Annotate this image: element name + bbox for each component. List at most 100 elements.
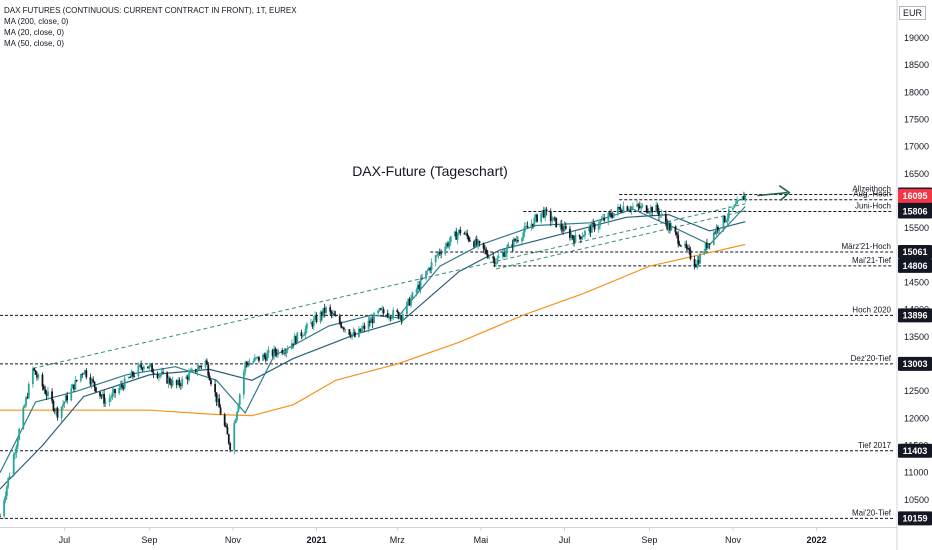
x-tick-label: Mai — [474, 535, 489, 545]
candle-body — [147, 366, 149, 369]
candle-body — [659, 214, 662, 216]
ma200-line — [0, 243, 746, 417]
candle-body — [378, 308, 381, 311]
level-price-label-bg — [898, 258, 932, 273]
candle-body — [445, 243, 448, 247]
candle-body — [248, 362, 251, 366]
candle-body — [415, 289, 418, 293]
y-tick-label: 18500 — [904, 60, 929, 70]
candle-body — [564, 225, 567, 229]
candle-body — [511, 244, 514, 248]
candle-body — [108, 398, 111, 403]
candle-body — [399, 315, 401, 319]
candle-body — [599, 221, 601, 226]
candle-body — [388, 317, 390, 318]
candle-body — [110, 397, 112, 399]
candle-body — [667, 223, 670, 229]
candle-body — [369, 320, 371, 323]
candle-body — [610, 213, 612, 217]
candle-body — [142, 366, 145, 370]
candle-body — [647, 212, 649, 214]
candle-body — [41, 374, 44, 387]
y-tick-label: 10500 — [904, 495, 929, 505]
legend-ma200[interactable]: MA (200, close, 0) — [4, 17, 69, 26]
candle-body — [723, 215, 726, 223]
candle-body — [458, 229, 460, 234]
candle-body — [675, 232, 678, 235]
candle-body — [170, 383, 173, 386]
level-name: Aug.-Hoch — [853, 190, 891, 199]
candle-body — [56, 408, 59, 418]
candle-body — [536, 214, 538, 222]
candle-body — [292, 343, 295, 345]
candle-body — [590, 223, 593, 233]
level-price-label: 15061 — [902, 247, 927, 257]
level-price-label: 11403 — [903, 446, 928, 456]
candle-body — [171, 380, 174, 386]
candle-body — [7, 477, 10, 487]
legend-symbol[interactable]: DAX FUTURES (CONTINUOUS: CURRENT CONTRAC… — [4, 6, 297, 15]
candle-body — [553, 217, 556, 219]
candle-body — [522, 232, 525, 239]
candle-body — [434, 255, 437, 263]
candle-body — [204, 360, 207, 367]
candle-body — [321, 312, 323, 317]
ma50-line — [0, 213, 746, 490]
candle-body — [233, 422, 236, 450]
candle-body — [551, 220, 554, 222]
candle-body — [12, 454, 15, 476]
candle-body — [497, 256, 500, 258]
candle-body — [696, 260, 699, 268]
candle-body — [179, 385, 182, 386]
candle-body — [578, 235, 581, 237]
candle-body — [111, 392, 114, 398]
candle-body — [47, 391, 49, 396]
candle-body — [507, 244, 510, 247]
candle-body — [697, 260, 700, 264]
level-name: Mai'20-Tief — [852, 508, 892, 517]
candle-body — [622, 206, 625, 213]
candle-body — [482, 242, 485, 249]
candle-body — [158, 375, 160, 378]
candle-body — [526, 226, 529, 228]
level-price-label-bg — [898, 204, 932, 219]
candle-body — [629, 209, 632, 211]
candle-body — [429, 268, 432, 271]
candle-body — [655, 204, 658, 213]
candle-body — [532, 223, 534, 227]
candle-body — [162, 371, 164, 373]
legend-ma50[interactable]: MA (50, close, 0) — [4, 39, 65, 48]
candles — [0, 191, 747, 519]
candle-body — [464, 232, 467, 235]
candle-body — [23, 405, 26, 408]
candle-body — [456, 233, 459, 240]
legend-ma20[interactable]: MA (20, close, 0) — [4, 28, 65, 37]
trend-line — [495, 210, 746, 270]
currency-badge[interactable]: EUR — [898, 6, 926, 20]
candle-body — [227, 434, 230, 444]
candle-body — [27, 384, 30, 399]
candle-body — [685, 243, 688, 248]
candle-body — [330, 311, 333, 315]
candle-body — [506, 246, 508, 254]
candle-body — [352, 332, 355, 335]
x-tick-label: Jul — [559, 535, 571, 545]
candle-body — [656, 204, 659, 212]
candle-body — [360, 328, 363, 332]
candle-body — [680, 245, 682, 247]
candle-body — [588, 226, 591, 231]
candle-body — [421, 278, 423, 280]
candle-body — [53, 410, 56, 412]
candle-body — [348, 329, 351, 335]
y-tick-label: 15500 — [904, 223, 929, 233]
candle-body — [293, 336, 296, 345]
candle-body — [630, 206, 633, 211]
candle-body — [463, 232, 466, 235]
candle-body — [205, 360, 208, 365]
candle-body — [79, 374, 82, 381]
candle-body — [589, 226, 592, 233]
